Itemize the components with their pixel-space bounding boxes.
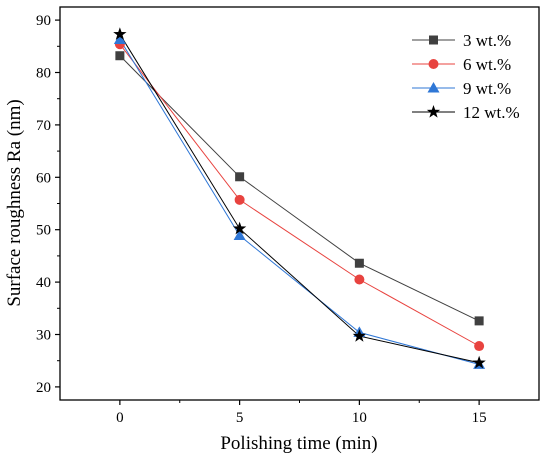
axis-ticks: 20 30 40 50 60 70 80 90 0 5 10 15 <box>36 13 487 426</box>
legend-label: 6 wt.% <box>463 55 511 74</box>
y-tick-label: 30 <box>36 328 51 344</box>
x-tick-label: 0 <box>116 410 124 426</box>
y-tick-label: 70 <box>36 118 51 134</box>
series-lines <box>119 33 480 365</box>
legend-marker <box>427 82 440 93</box>
data-point-series-3 <box>232 221 247 235</box>
data-point-series-3 <box>352 329 367 342</box>
legend-marker <box>426 105 441 118</box>
y-tick-label: 20 <box>36 380 51 396</box>
data-point-series-0 <box>474 316 484 326</box>
y-tick-label: 80 <box>36 66 51 82</box>
y-tick-label: 90 <box>36 13 51 29</box>
legend-marker <box>428 59 439 69</box>
x-axis-label: Polishing time (min) <box>220 433 377 454</box>
data-point-series-0 <box>115 51 125 61</box>
data-point-series-1 <box>474 341 485 352</box>
series-line-0 <box>119 55 480 322</box>
data-point-series-1 <box>354 274 365 285</box>
data-point-series-0 <box>235 172 245 182</box>
x-tick-label: 5 <box>236 410 244 426</box>
series-markers <box>113 27 486 369</box>
legend-label: 3 wt.% <box>463 31 511 50</box>
legend: 3 wt.% 6 wt.% 9 wt.% 12 wt.% <box>412 31 520 122</box>
data-point-series-3 <box>472 355 486 369</box>
y-tick-label: 60 <box>36 170 51 186</box>
y-axis-label: Surface roughness Ra (nm) <box>4 99 25 306</box>
legend-label: 12 wt.% <box>463 103 520 122</box>
legend-marker <box>429 35 438 45</box>
y-tick-label: 50 <box>36 223 51 239</box>
series-line-1 <box>119 43 480 347</box>
data-point-series-0 <box>354 258 364 268</box>
data-point-series-1 <box>234 194 245 205</box>
data-point-series-2 <box>113 33 126 44</box>
legend-label: 9 wt.% <box>463 79 511 98</box>
y-tick-label: 40 <box>36 275 51 291</box>
series-line-3 <box>119 33 480 364</box>
data-point-series-2 <box>233 229 246 240</box>
data-point-series-3 <box>113 27 127 40</box>
x-tick-label: 10 <box>352 410 367 426</box>
series-line-2 <box>119 39 480 365</box>
x-tick-label: 15 <box>472 410 487 426</box>
